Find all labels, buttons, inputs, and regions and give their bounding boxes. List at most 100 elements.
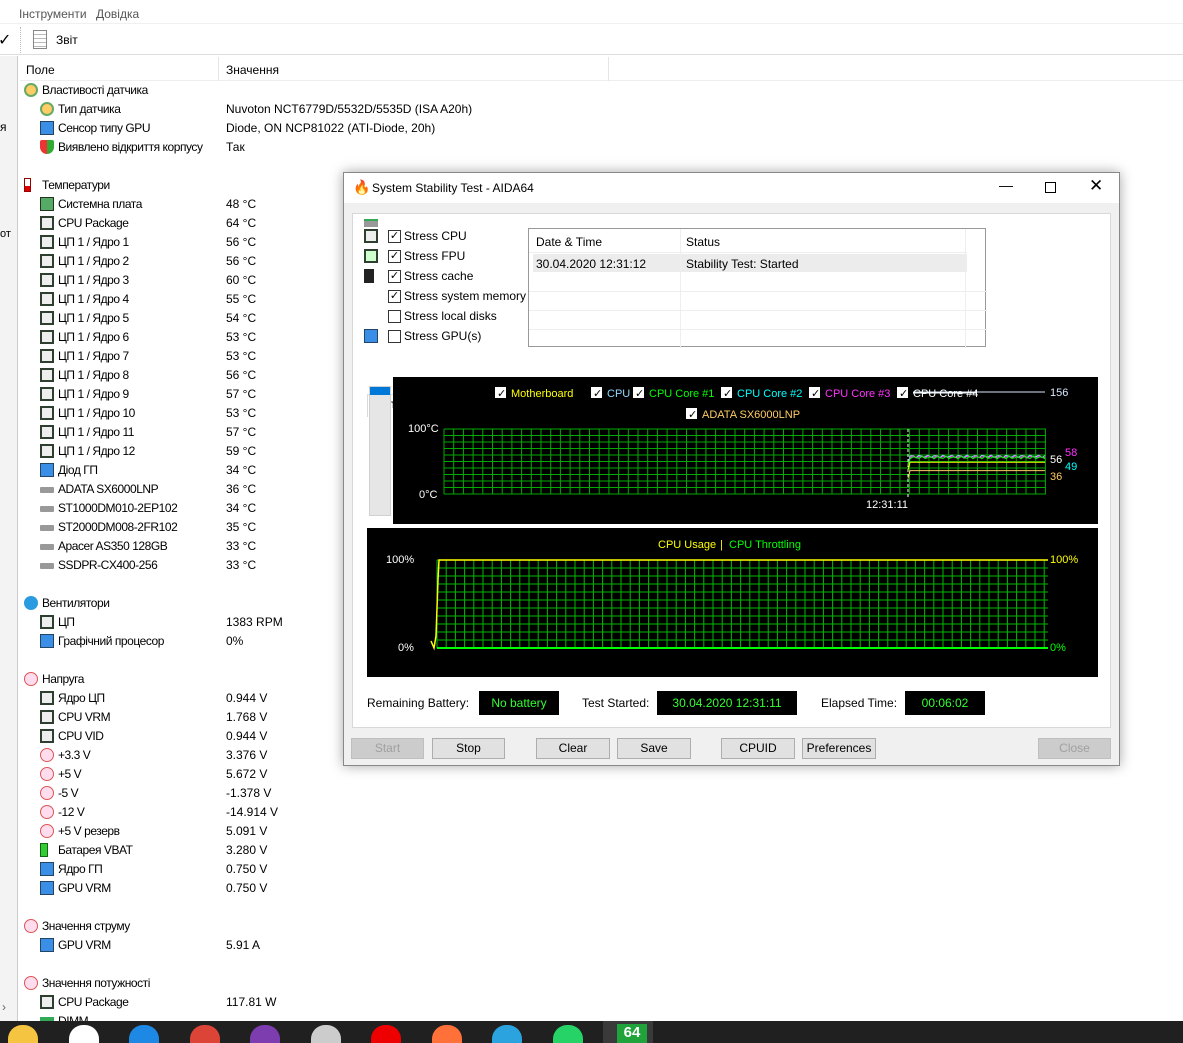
list-item[interactable]: GPU VRM 0.750 V: [20, 879, 620, 898]
telegram-icon[interactable]: [492, 1025, 522, 1043]
close-button[interactable]: Close: [1038, 738, 1111, 759]
list-item[interactable]: CPU VRM 1.768 V: [20, 708, 620, 727]
store-icon[interactable]: [68, 1025, 99, 1043]
list-item[interactable]: CPU Package 64 °C: [20, 214, 620, 233]
column-field[interactable]: Поле: [26, 63, 55, 77]
list-section[interactable]: Значення потужності: [20, 974, 620, 993]
list-item[interactable]: ЦП 1 / Ядро 7 53 °C: [20, 347, 620, 366]
viber-icon[interactable]: [250, 1025, 280, 1043]
list-item[interactable]: Системна плата 48 °C: [20, 195, 620, 214]
column-value[interactable]: Значення: [226, 63, 279, 77]
stress-checkbox[interactable]: ✓: [388, 230, 401, 243]
list-item[interactable]: ЦП 1 / Ядро 11 57 °C: [20, 423, 620, 442]
list-item[interactable]: Ядро ЦП 0.944 V: [20, 689, 620, 708]
list-item[interactable]: Батарея VBAT 3.280 V: [20, 841, 620, 860]
list-item[interactable]: Apacer AS350 128GB 33 °C: [20, 537, 620, 556]
report-button[interactable]: Звіт: [30, 28, 90, 52]
list-item[interactable]: ST2000DM008-2FR102 35 °C: [20, 518, 620, 537]
list-item[interactable]: ЦП 1383 RPM: [20, 613, 620, 632]
firefox-icon[interactable]: [431, 1025, 462, 1043]
stress-checkbox[interactable]: ✓: [388, 270, 401, 283]
close-window-button[interactable]: ✕: [1089, 176, 1104, 195]
list-section[interactable]: Напруга: [20, 670, 620, 689]
nav-fragment[interactable]: от: [0, 228, 11, 240]
list-item[interactable]: Ядро ГП 0.750 V: [20, 860, 620, 879]
chrome-icon[interactable]: [189, 1025, 220, 1043]
list-item[interactable]: +5 V резерв 5.091 V: [20, 822, 620, 841]
scrollbar-thumb[interactable]: [370, 387, 390, 395]
stress-label[interactable]: Stress GPU(s): [404, 329, 482, 343]
list-item[interactable]: Тип датчика Nuvoton NCT6779D/5532D/5535D …: [20, 100, 620, 119]
list-item[interactable]: ЦП 1 / Ядро 12 59 °C: [20, 442, 620, 461]
list-item[interactable]: ST1000DM010-2EP102 34 °C: [20, 499, 620, 518]
start-button[interactable]: Start: [351, 738, 424, 759]
stress-checkbox[interactable]: [388, 330, 401, 343]
app-icon[interactable]: [310, 1025, 341, 1043]
list-item[interactable]: Діод ГП 34 °C: [20, 461, 620, 480]
column-status[interactable]: Status: [686, 235, 721, 249]
list-item[interactable]: ЦП 1 / Ядро 4 55 °C: [20, 290, 620, 309]
list-item[interactable]: ЦП 1 / Ядро 8 56 °C: [20, 366, 620, 385]
clear-button[interactable]: Clear: [536, 738, 610, 759]
list-section[interactable]: Температури: [20, 176, 620, 195]
y-axis-max-right: 100%: [1050, 554, 1078, 566]
list-item[interactable]: CPU VID 0.944 V: [20, 727, 620, 746]
file-explorer-icon[interactable]: [8, 1025, 38, 1043]
list-item[interactable]: Графічний процесор 0%: [20, 632, 620, 651]
menu-help[interactable]: Довідка: [96, 7, 140, 21]
list-item[interactable]: ЦП 1 / Ядро 9 57 °C: [20, 385, 620, 404]
list-item[interactable]: SSDPR-CX400-256 33 °C: [20, 556, 620, 575]
scroll-arrow-icon[interactable]: ›: [2, 1000, 6, 1014]
list-item[interactable]: CPU Package 117.81 W: [20, 993, 620, 1012]
field-label: ЦП 1 / Ядро 4: [58, 292, 129, 306]
list-item[interactable]: -5 V -1.378 V: [20, 784, 620, 803]
stress-label[interactable]: Stress CPU: [404, 229, 467, 243]
mail-icon[interactable]: [129, 1025, 159, 1043]
stress-label[interactable]: Stress FPU: [404, 249, 466, 263]
save-button[interactable]: Save: [617, 738, 691, 759]
list-item[interactable]: ЦП 1 / Ядро 2 56 °C: [20, 252, 620, 271]
list-item[interactable]: ЦП 1 / Ядро 1 56 °C: [20, 233, 620, 252]
stress-label[interactable]: Stress system memory: [404, 289, 527, 303]
list-item[interactable]: ЦП 1 / Ядро 5 54 °C: [20, 309, 620, 328]
list-item[interactable]: ЦП 1 / Ядро 10 53 °C: [20, 404, 620, 423]
list-item[interactable]: ЦП 1 / Ядро 3 60 °C: [20, 271, 620, 290]
whatsapp-icon[interactable]: [552, 1025, 583, 1043]
log-table: Date & Time Status 30.04.2020 12:31:12 S…: [528, 228, 987, 348]
minimize-button[interactable]: —: [999, 177, 1013, 193]
list-section[interactable]: Значення струму: [20, 917, 620, 936]
preferences-button[interactable]: Preferences: [802, 738, 876, 759]
list-item[interactable]: +5 V 5.672 V: [20, 765, 620, 784]
y-axis-max: 100°C: [408, 423, 439, 435]
opera-icon[interactable]: [371, 1025, 401, 1043]
stress-checkbox[interactable]: ✓: [388, 250, 401, 263]
stress-checkbox[interactable]: ✓: [388, 290, 401, 303]
stress-label[interactable]: Stress cache: [404, 269, 474, 283]
list-section[interactable]: Вентилятори: [20, 594, 620, 613]
column-date-time[interactable]: Date & Time: [536, 235, 603, 249]
navigation-pane[interactable]: я от ›: [0, 56, 18, 1021]
nav-fragment[interactable]: я: [0, 120, 7, 134]
list-item[interactable]: Виявлено відкриття корпусу Так: [20, 138, 620, 157]
list-item[interactable]: GPU VRM 5.91 A: [20, 936, 620, 955]
list-item[interactable]: +3.3 V 3.376 V: [20, 746, 620, 765]
menu-tools[interactable]: Інструменти: [19, 7, 87, 21]
list-item[interactable]: ADATA SX6000LNP 36 °C: [20, 480, 620, 499]
cpuid-button[interactable]: CPUID: [721, 738, 795, 759]
checkmark-icon[interactable]: ✓: [0, 32, 12, 49]
list-item[interactable]: ЦП 1 / Ядро 6 53 °C: [20, 328, 620, 347]
list-item[interactable]: Сенсор типу GPU Diode, ON NCP81022 (ATI-D…: [20, 119, 620, 138]
graph-scrollbar[interactable]: [369, 386, 391, 516]
stress-label[interactable]: Stress local disks: [404, 309, 497, 323]
list-section[interactable]: Властивості датчика: [20, 81, 620, 100]
field-value: 59 °C: [226, 444, 257, 458]
maximize-button[interactable]: [1045, 182, 1056, 193]
stress-checkbox[interactable]: [388, 310, 401, 323]
field-label: Сенсор типу GPU: [58, 121, 151, 135]
title-bar[interactable]: 🔥 System Stability Test - AIDA64 — ✕: [344, 173, 1119, 203]
log-row[interactable]: 30.04.2020 12:31:12 Stability Test: Star…: [533, 254, 967, 272]
list-item[interactable]: -12 V -14.914 V: [20, 803, 620, 822]
stop-button[interactable]: Stop: [432, 738, 505, 759]
value-label: 36: [1050, 471, 1062, 483]
aida64-taskbar-button[interactable]: 64: [603, 1021, 653, 1043]
